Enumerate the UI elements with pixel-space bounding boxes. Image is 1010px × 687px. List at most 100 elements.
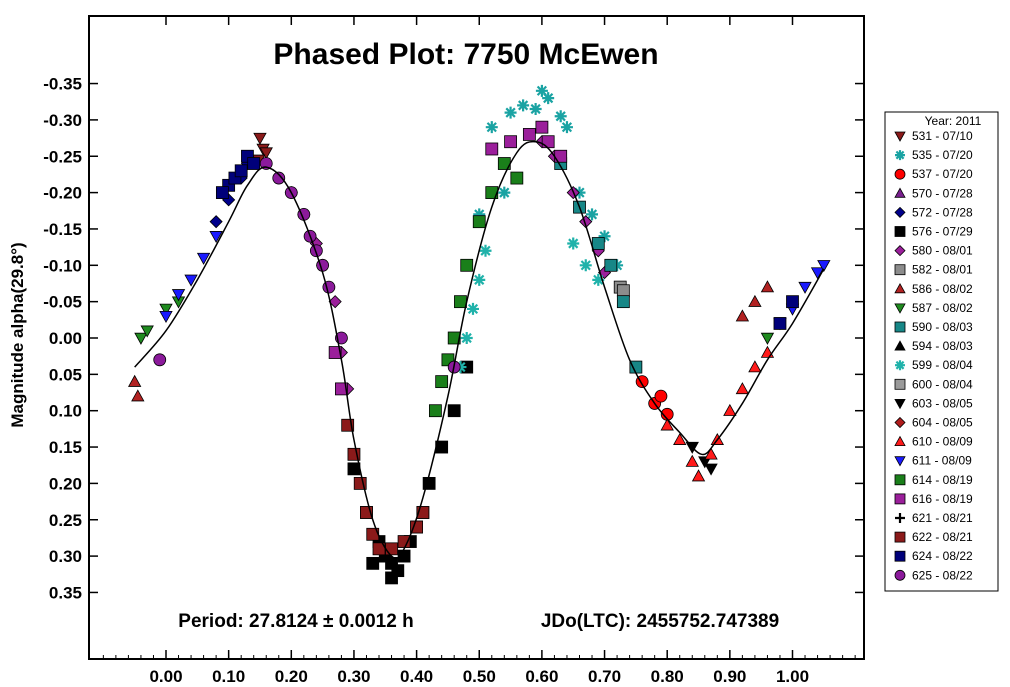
data-point bbox=[460, 332, 473, 344]
legend-entry-label: 603 - 08/05 bbox=[912, 396, 973, 410]
data-point bbox=[234, 164, 248, 178]
y-axis-ticks: -0.35 -0.30 -0.25 -0.20 -0.15 -0.10 -0.05 0.00 0… bbox=[43, 75, 864, 602]
legend-entry-label: 614 - 08/19 bbox=[912, 473, 973, 487]
legend-marker bbox=[894, 303, 906, 314]
legend-marker bbox=[894, 569, 906, 581]
legend: Year: 2011 531 - 07/10 535 - 07/20 537 - 0… bbox=[884, 111, 999, 592]
data-point bbox=[798, 281, 812, 294]
data-point bbox=[473, 273, 486, 286]
y-tick-label: -0.30 bbox=[43, 111, 82, 130]
x-tick-label: 0.90 bbox=[713, 667, 746, 686]
data-point bbox=[209, 215, 223, 229]
legend-entry-label: 586 - 08/02 bbox=[912, 282, 973, 296]
y-tick-label: -0.20 bbox=[43, 184, 82, 203]
legend-marker bbox=[894, 456, 906, 467]
y-axis-label: Magnitude alpha(29.8°) bbox=[8, 242, 27, 427]
data-point bbox=[579, 259, 592, 272]
y-tick-label: 0.15 bbox=[49, 438, 82, 457]
data-point bbox=[472, 215, 486, 229]
data-point bbox=[542, 92, 555, 105]
y-tick-label: 0.20 bbox=[49, 474, 82, 493]
data-point bbox=[479, 244, 492, 257]
data-point bbox=[517, 99, 530, 112]
x-tick-label: 0.30 bbox=[337, 667, 370, 686]
legend-marker bbox=[894, 493, 906, 505]
data-point bbox=[131, 389, 145, 402]
data-point bbox=[347, 462, 361, 476]
legend-marker bbox=[894, 282, 906, 294]
legend-marker bbox=[894, 264, 906, 276]
data-point bbox=[498, 186, 511, 199]
data-point bbox=[466, 302, 479, 315]
chart-title: Phased Plot: 7750 McEwen bbox=[273, 38, 658, 71]
legend-marker bbox=[894, 435, 906, 447]
epoch-annotation: JDo(LTC): 2455752.747389 bbox=[541, 611, 779, 632]
legend-frame bbox=[884, 111, 999, 592]
data-point bbox=[567, 237, 580, 250]
data-point bbox=[810, 267, 825, 280]
data-point bbox=[604, 258, 618, 272]
legend-entry-label: 570 - 07/28 bbox=[912, 186, 973, 200]
y-tick-label: -0.10 bbox=[43, 256, 82, 275]
data-point bbox=[153, 353, 167, 367]
x-tick-label: 0.10 bbox=[212, 667, 245, 686]
data-point bbox=[184, 274, 198, 287]
data-point bbox=[259, 157, 273, 170]
y-tick-label: -0.05 bbox=[43, 293, 82, 312]
data-point bbox=[328, 346, 342, 359]
data-point bbox=[127, 374, 142, 387]
x-tick-label: 1.00 bbox=[776, 667, 809, 686]
data-point bbox=[535, 120, 549, 134]
data-point bbox=[322, 280, 336, 294]
data-point bbox=[159, 303, 173, 316]
data-point bbox=[215, 186, 229, 200]
legend-marker bbox=[895, 150, 905, 161]
data-point bbox=[504, 106, 517, 119]
data-point bbox=[385, 571, 398, 585]
legend-marker bbox=[894, 245, 906, 257]
legend-entry-label: 582 - 08/01 bbox=[912, 263, 973, 277]
legend-entry-label: 600 - 08/04 bbox=[912, 377, 973, 391]
data-point bbox=[460, 258, 474, 272]
data-point bbox=[735, 309, 750, 322]
legend-marker bbox=[894, 131, 906, 142]
data-point bbox=[247, 157, 261, 170]
data-point bbox=[134, 332, 148, 345]
data-point bbox=[598, 230, 611, 243]
data-point bbox=[541, 135, 555, 149]
legend-marker bbox=[894, 206, 906, 218]
data-point bbox=[428, 404, 442, 418]
data-point bbox=[272, 171, 286, 185]
data-point bbox=[817, 260, 831, 273]
data-point bbox=[748, 360, 762, 373]
data-point bbox=[786, 295, 799, 309]
data-point bbox=[691, 469, 706, 482]
legend-entry-label: 590 - 08/03 bbox=[912, 320, 973, 334]
legend-marker bbox=[894, 416, 906, 429]
x-axis-ticks: 0.00 0.10 0.20 0.30 0.40 0.50 0.60 0.70 0.80 0.90… bbox=[102, 16, 856, 686]
legend-entry-label: 604 - 08/05 bbox=[912, 416, 973, 430]
legend-entry-label: 616 - 08/19 bbox=[912, 492, 973, 506]
data-point bbox=[529, 102, 542, 115]
data-point bbox=[447, 331, 461, 345]
data-point bbox=[654, 389, 668, 403]
data-point bbox=[723, 403, 737, 416]
legend-marker bbox=[894, 226, 906, 237]
data-point bbox=[616, 295, 630, 309]
data-points bbox=[127, 84, 831, 585]
x-tick-label: 0.00 bbox=[149, 667, 182, 686]
legend-marker bbox=[895, 513, 905, 523]
y-tick-label: 0.25 bbox=[49, 511, 82, 530]
legend-marker bbox=[895, 360, 905, 371]
legend-entry-label: 594 - 08/03 bbox=[912, 339, 973, 353]
data-point bbox=[410, 520, 424, 534]
y-tick-label: 0.10 bbox=[49, 402, 82, 421]
x-tick-label: 0.80 bbox=[651, 667, 684, 686]
period-annotation: Period: 27.8124 ± 0.0012 h bbox=[178, 611, 413, 632]
data-point bbox=[510, 171, 524, 185]
fit-curve bbox=[134, 140, 825, 560]
data-point bbox=[735, 382, 750, 395]
data-point bbox=[171, 289, 186, 302]
legend-marker bbox=[894, 531, 906, 543]
